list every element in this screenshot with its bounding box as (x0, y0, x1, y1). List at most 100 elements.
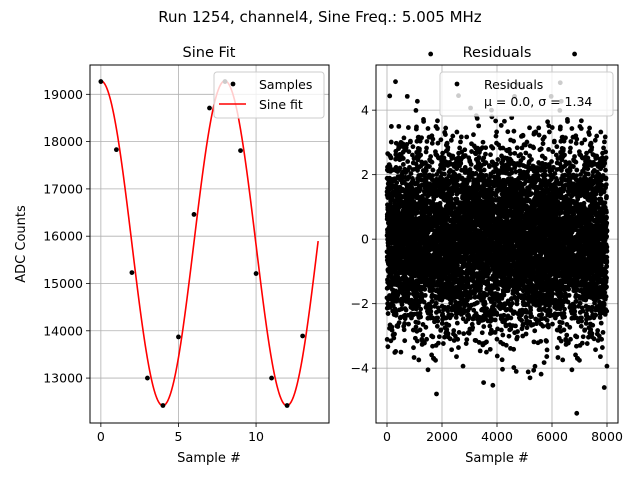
residual-point (500, 366, 505, 372)
residual-point (433, 300, 439, 306)
residual-point (509, 170, 515, 176)
residual-point (451, 328, 457, 333)
residual-point (490, 145, 496, 151)
residual-point (477, 348, 483, 354)
residual-point (464, 134, 470, 140)
legend-samples-marker (230, 81, 236, 87)
residual-point (488, 152, 493, 158)
residual-point (402, 338, 408, 344)
residual-point (456, 345, 461, 350)
residual-point (514, 334, 520, 340)
residuals-data (384, 51, 610, 416)
residual-point (422, 292, 428, 298)
residual-point (495, 286, 501, 292)
sample-point (98, 79, 104, 84)
residual-point (398, 349, 404, 355)
residual-point (507, 147, 512, 152)
residual-point (481, 167, 487, 173)
residual-point (466, 330, 472, 336)
residual-point (492, 317, 498, 323)
residual-point (450, 133, 456, 139)
sine-fit-ylabel: ADC Counts (14, 205, 29, 283)
residual-point (430, 167, 436, 173)
residual-point (385, 344, 391, 350)
residual-point (506, 333, 512, 339)
residual-point (471, 132, 476, 138)
residual-point (399, 302, 405, 308)
residual-point (438, 137, 444, 143)
residual-point (414, 294, 420, 300)
residual-point (429, 140, 435, 146)
residual-point (401, 135, 407, 141)
residual-point (479, 330, 485, 336)
residual-point (455, 336, 461, 342)
residual-point (446, 322, 452, 328)
residual-point (493, 133, 499, 139)
residual-point (422, 340, 427, 346)
residual-point (441, 171, 447, 177)
residual-point (509, 300, 515, 306)
residual-point (388, 124, 394, 129)
residual-point (400, 156, 406, 161)
residual-point (413, 107, 419, 113)
residual-point (429, 159, 435, 165)
residual-point (470, 325, 476, 331)
residual-point (389, 327, 395, 333)
residual-point (423, 149, 429, 155)
residual-point (408, 138, 413, 144)
residual-point (481, 324, 487, 329)
sine-fit-ytick-label: 16000 (43, 229, 83, 244)
residual-point (385, 311, 391, 316)
residual-point (460, 363, 466, 369)
residual-point (508, 151, 513, 156)
residual-point (449, 347, 455, 353)
sample-point (145, 375, 150, 381)
sample-point (160, 403, 166, 408)
residual-point (388, 139, 394, 145)
residual-point (508, 315, 514, 321)
sample-point (191, 212, 197, 217)
sample-point (176, 334, 181, 340)
residual-point (424, 139, 430, 144)
residual-point (423, 167, 429, 173)
residual-point (428, 154, 434, 159)
sine-fit-ytick-label: 14000 (43, 323, 83, 338)
residual-point (461, 331, 467, 337)
residual-point (402, 316, 408, 322)
residual-point (500, 332, 506, 338)
residual-point (414, 124, 419, 130)
sine-fit-xtick-label: 10 (248, 429, 264, 444)
residual-point (406, 149, 412, 155)
residual-point (428, 51, 434, 57)
residual-point (430, 173, 435, 179)
sine-fit-legend-box (213, 71, 325, 119)
residual-point (404, 93, 410, 99)
residual-point (402, 321, 407, 326)
residual-point (444, 140, 450, 146)
residual-point (501, 292, 507, 298)
residual-point (494, 336, 500, 342)
residual-point (420, 332, 426, 338)
residual-point (404, 141, 410, 147)
sample-point (238, 148, 243, 153)
residual-point (476, 123, 482, 129)
residual-point (494, 129, 500, 135)
residual-point (502, 118, 507, 124)
residual-point (394, 180, 400, 186)
residual-point (483, 151, 488, 157)
residual-point (425, 367, 431, 373)
sine-fit-ytick-label: 17000 (43, 181, 83, 196)
residual-point (410, 144, 416, 150)
residual-point (438, 327, 444, 333)
residual-point (458, 134, 464, 140)
sine-fit-legend: Samples Sine fit (213, 71, 325, 119)
residual-point (484, 339, 489, 345)
residual-point (387, 163, 393, 169)
sine-fit-xtick-label: 0 (97, 429, 105, 444)
residual-point (443, 125, 449, 131)
sample-point (113, 147, 119, 153)
residual-point (414, 98, 420, 104)
residual-point (494, 161, 500, 167)
residual-point (487, 323, 493, 329)
residual-point (499, 327, 504, 333)
